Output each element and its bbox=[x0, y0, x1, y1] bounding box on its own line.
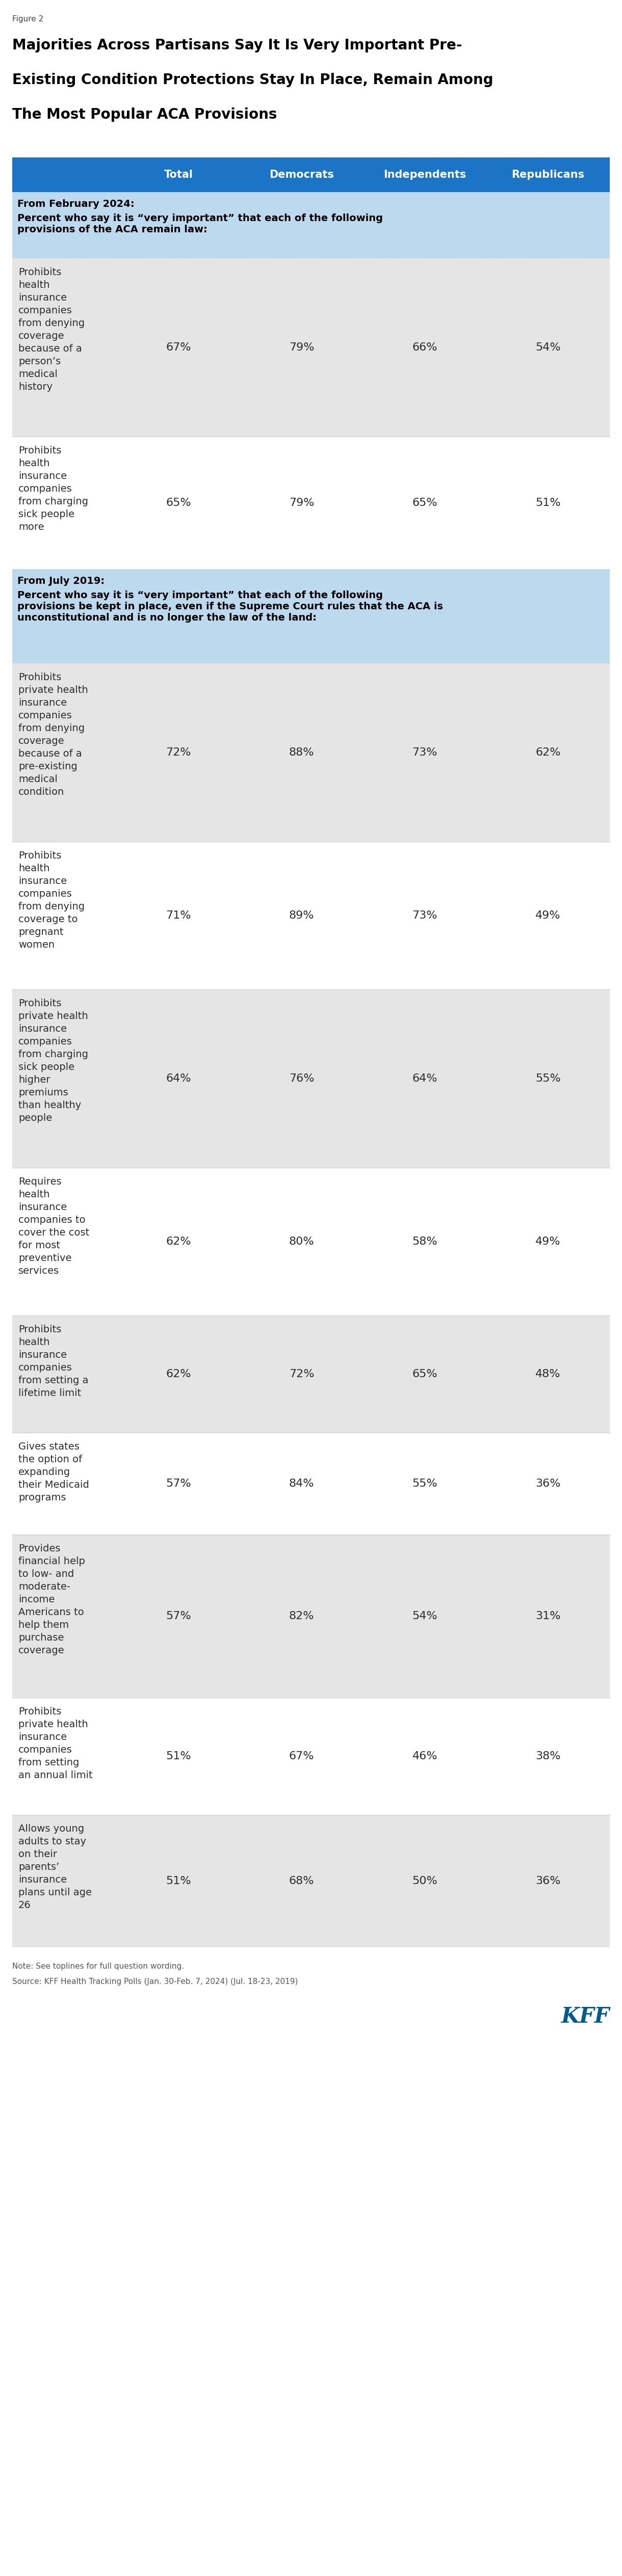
Text: Majorities Across Partisans Say It Is Very Important Pre-: Majorities Across Partisans Say It Is Ve… bbox=[12, 39, 462, 52]
Text: Prohibits
private health
insurance
companies
from denying
coverage
because of a
: Prohibits private health insurance compa… bbox=[19, 672, 88, 796]
Text: 84%: 84% bbox=[289, 1479, 314, 1489]
Text: 73%: 73% bbox=[412, 909, 437, 920]
Text: 55%: 55% bbox=[536, 1074, 561, 1084]
Text: 46%: 46% bbox=[412, 1752, 437, 1762]
Text: Figure 2: Figure 2 bbox=[12, 15, 44, 23]
Text: From July 2019:: From July 2019: bbox=[17, 577, 104, 585]
Text: Note: See toplines for full question wording.: Note: See toplines for full question wor… bbox=[12, 1963, 184, 1971]
Text: 76%: 76% bbox=[289, 1074, 314, 1084]
Bar bbox=[12, 1698, 610, 1816]
Text: 50%: 50% bbox=[412, 1875, 437, 1886]
Text: Source: KFF Health Tracking Polls (Jan. 30-Feb. 7, 2024) (Jul. 18-23, 2019): Source: KFF Health Tracking Polls (Jan. … bbox=[12, 1978, 298, 1986]
Text: 55%: 55% bbox=[412, 1479, 437, 1489]
Text: Existing Condition Protections Stay In Place, Remain Among: Existing Condition Protections Stay In P… bbox=[12, 72, 493, 88]
Text: 67%: 67% bbox=[289, 1752, 314, 1762]
Text: 65%: 65% bbox=[412, 1368, 437, 1378]
Text: 71%: 71% bbox=[165, 909, 191, 920]
Text: 79%: 79% bbox=[289, 343, 314, 353]
Bar bbox=[12, 1432, 610, 1535]
Text: 66%: 66% bbox=[412, 343, 437, 353]
Text: 88%: 88% bbox=[289, 747, 314, 757]
Text: Allows young
adults to stay
on their
parents’
insurance
plans until age
26: Allows young adults to stay on their par… bbox=[19, 1824, 92, 1909]
Text: 49%: 49% bbox=[536, 909, 561, 920]
Text: 68%: 68% bbox=[289, 1875, 314, 1886]
Text: 51%: 51% bbox=[536, 497, 561, 507]
Text: 54%: 54% bbox=[412, 1610, 437, 1620]
Text: 62%: 62% bbox=[165, 1368, 191, 1378]
Bar bbox=[12, 665, 610, 842]
Text: Percent who say it is “very important” that each of the following
provisions be : Percent who say it is “very important” t… bbox=[17, 590, 443, 623]
Text: Prohibits
health
insurance
companies
from charging
sick people
more: Prohibits health insurance companies fro… bbox=[19, 446, 88, 531]
Bar bbox=[12, 258, 610, 438]
Text: 72%: 72% bbox=[165, 747, 191, 757]
Text: 64%: 64% bbox=[165, 1074, 191, 1084]
Bar bbox=[12, 842, 610, 989]
Text: Gives states
the option of
expanding
their Medicaid
programs: Gives states the option of expanding the… bbox=[19, 1443, 89, 1502]
Text: 49%: 49% bbox=[536, 1236, 561, 1247]
Text: 65%: 65% bbox=[412, 497, 437, 507]
Text: Prohibits
health
insurance
companies
from denying
coverage to
pregnant
women: Prohibits health insurance companies fro… bbox=[19, 850, 85, 951]
Text: 54%: 54% bbox=[536, 343, 561, 353]
Text: Provides
financial help
to low- and
moderate-
income
Americans to
help them
purc: Provides financial help to low- and mode… bbox=[19, 1543, 85, 1656]
Bar bbox=[12, 1316, 610, 1432]
Text: 65%: 65% bbox=[165, 497, 191, 507]
Text: Prohibits
private health
insurance
companies
from setting
an annual limit: Prohibits private health insurance compa… bbox=[19, 1708, 93, 1780]
Text: 62%: 62% bbox=[165, 1236, 191, 1247]
Text: 79%: 79% bbox=[289, 497, 314, 507]
Text: The Most Popular ACA Provisions: The Most Popular ACA Provisions bbox=[12, 108, 277, 121]
Text: 67%: 67% bbox=[165, 343, 191, 353]
Bar bbox=[12, 193, 610, 258]
Text: Percent who say it is “very important” that each of the following
provisions of : Percent who say it is “very important” t… bbox=[17, 214, 383, 234]
Text: 73%: 73% bbox=[412, 747, 437, 757]
Text: 89%: 89% bbox=[289, 909, 314, 920]
Text: 36%: 36% bbox=[536, 1875, 561, 1886]
Text: 64%: 64% bbox=[412, 1074, 437, 1084]
Text: 72%: 72% bbox=[289, 1368, 314, 1378]
Text: 51%: 51% bbox=[165, 1875, 191, 1886]
Text: 62%: 62% bbox=[536, 747, 561, 757]
Bar bbox=[12, 1167, 610, 1316]
Bar bbox=[12, 1816, 610, 1947]
Text: Independents: Independents bbox=[384, 170, 466, 180]
Text: 48%: 48% bbox=[536, 1368, 561, 1378]
Text: KFF: KFF bbox=[561, 2007, 610, 2027]
Bar bbox=[12, 989, 610, 1167]
Text: Democrats: Democrats bbox=[269, 170, 334, 180]
Text: 51%: 51% bbox=[165, 1752, 191, 1762]
Text: 57%: 57% bbox=[165, 1610, 191, 1620]
Bar bbox=[12, 569, 610, 665]
Text: 36%: 36% bbox=[536, 1479, 561, 1489]
Text: Prohibits
health
insurance
companies
from setting a
lifetime limit: Prohibits health insurance companies fro… bbox=[19, 1324, 88, 1399]
Text: Republicans: Republicans bbox=[512, 170, 585, 180]
Text: Prohibits
health
insurance
companies
from denying
coverage
because of a
person’s: Prohibits health insurance companies fro… bbox=[19, 268, 85, 392]
Bar bbox=[12, 438, 610, 569]
Text: 58%: 58% bbox=[412, 1236, 437, 1247]
Bar bbox=[12, 1535, 610, 1698]
Bar bbox=[12, 157, 610, 193]
Text: 80%: 80% bbox=[289, 1236, 314, 1247]
Text: Prohibits
private health
insurance
companies
from charging
sick people
higher
pr: Prohibits private health insurance compa… bbox=[19, 999, 88, 1123]
Text: From February 2024:: From February 2024: bbox=[17, 198, 134, 209]
Text: 31%: 31% bbox=[536, 1610, 561, 1620]
Text: Requires
health
insurance
companies to
cover the cost
for most
preventive
servic: Requires health insurance companies to c… bbox=[19, 1177, 90, 1275]
Text: Total: Total bbox=[164, 170, 193, 180]
Text: 57%: 57% bbox=[165, 1479, 191, 1489]
Text: 38%: 38% bbox=[536, 1752, 561, 1762]
Text: 82%: 82% bbox=[289, 1610, 314, 1620]
